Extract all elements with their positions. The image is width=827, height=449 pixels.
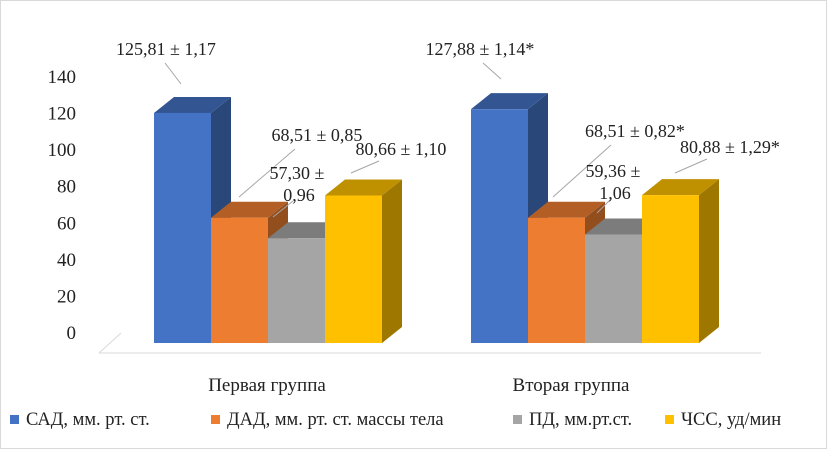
data-label: 80,66 ± 1,10 — [356, 139, 447, 159]
y-tick-label: 40 — [57, 250, 76, 271]
category-label: Первая группа — [208, 375, 326, 396]
y-tick-label: 0 — [67, 323, 77, 344]
bar — [268, 238, 325, 343]
data-label-leader — [238, 148, 296, 198]
bar-side — [382, 179, 402, 343]
legend-swatch — [211, 415, 220, 424]
bar — [325, 195, 382, 343]
bar-top — [325, 179, 402, 196]
data-label: 0,96 — [283, 185, 315, 205]
legend-swatch — [665, 415, 674, 424]
data-label: 68,51 ± 0,82* — [585, 121, 685, 141]
data-label: 80,88 ± 1,29* — [680, 137, 780, 157]
bar — [471, 109, 528, 343]
axis-floor — [98, 332, 122, 354]
y-tick-label: 20 — [57, 286, 76, 307]
legend-item: ЧСС, уд/мин — [681, 410, 781, 430]
bar-top — [154, 96, 231, 113]
legend-item: ДАД, мм. рт. ст. массы тела — [227, 410, 444, 430]
data-label: 127,88 ± 1,14* — [426, 39, 535, 59]
data-label: 1,06 — [599, 183, 631, 203]
y-tick-label: 100 — [48, 140, 77, 161]
data-label-leader — [350, 160, 380, 174]
legend-swatch — [10, 415, 19, 424]
data-label: 59,36 ± — [586, 161, 641, 181]
data-label-leader — [272, 200, 294, 218]
bar-top — [471, 93, 548, 110]
legend-item: ПД, мм.рт.ст. — [529, 410, 632, 430]
category-label: Вторая группа — [513, 375, 631, 396]
bar-top — [642, 179, 719, 196]
bar — [642, 195, 699, 343]
y-tick-label: 80 — [57, 177, 76, 198]
bar — [528, 217, 585, 343]
data-label-leader — [552, 144, 612, 198]
bar — [211, 217, 268, 343]
legend-item: САД, мм. рт. ст. — [26, 410, 150, 430]
data-label: 125,81 ± 1,17 — [116, 39, 216, 59]
y-tick-label: 140 — [48, 67, 77, 88]
bar — [154, 112, 211, 344]
y-tick-label: 60 — [57, 213, 76, 234]
data-label: 57,30 ± — [270, 163, 325, 183]
bar-side — [699, 179, 719, 343]
data-label-leader — [482, 62, 502, 80]
y-tick-label: 120 — [48, 104, 77, 125]
data-label-leader — [674, 158, 708, 174]
bar-top — [528, 201, 605, 218]
data-label-leader — [164, 62, 182, 85]
bar — [585, 234, 642, 343]
data-label-leader — [596, 198, 612, 214]
legend-swatch — [513, 415, 522, 424]
data-label: 68,51 ± 0,85 — [272, 125, 363, 145]
bar-top — [211, 201, 288, 218]
